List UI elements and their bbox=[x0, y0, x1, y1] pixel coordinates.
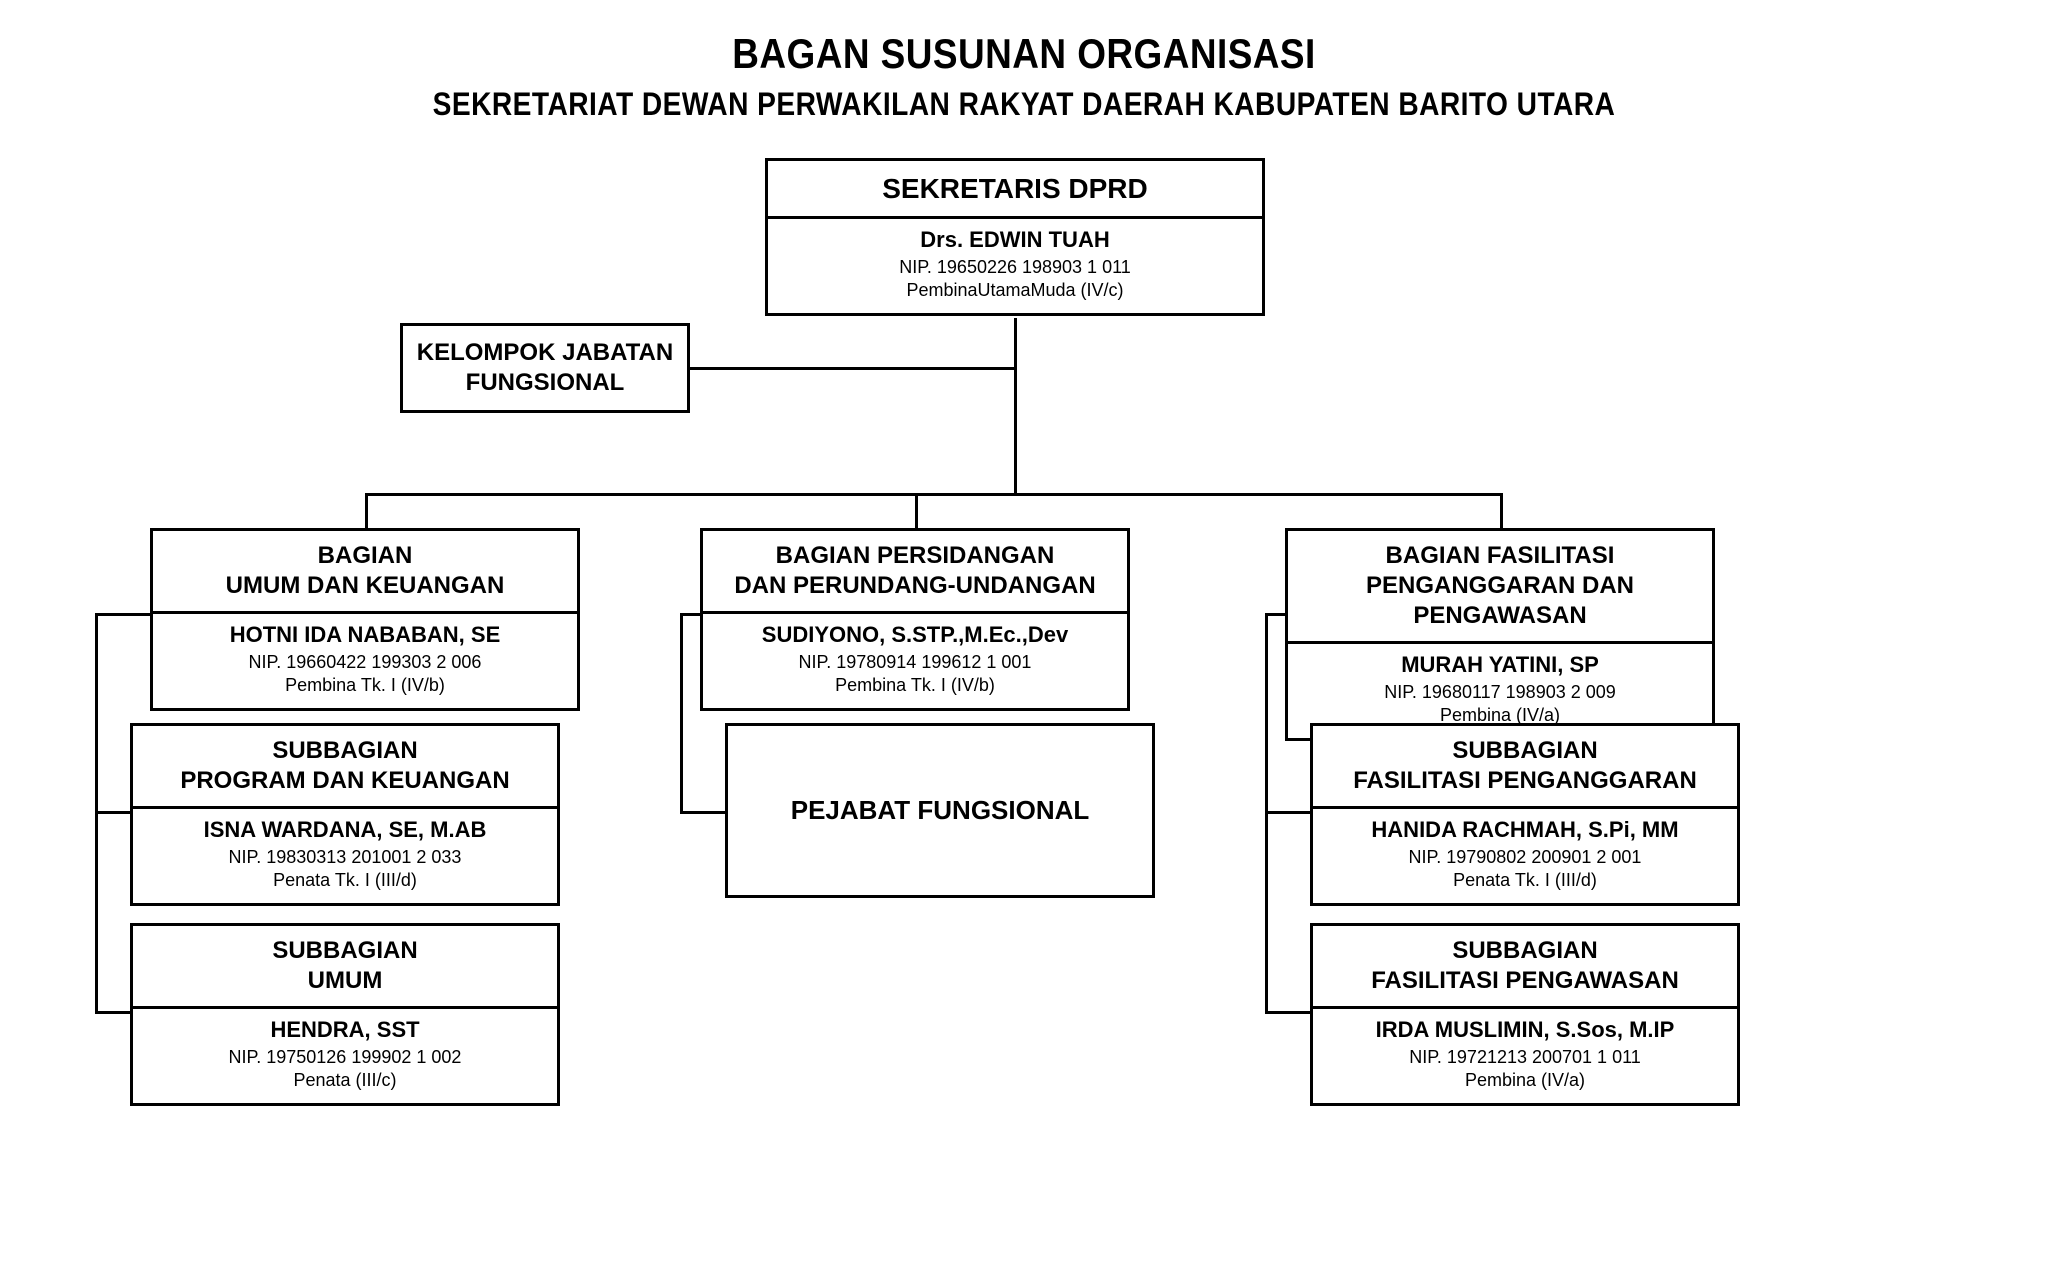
person-nip: NIP. 19750126 199902 1 002 bbox=[141, 1047, 549, 1068]
person-nip: NIP. 19830313 201001 2 033 bbox=[141, 847, 549, 868]
node-subbagian-program-keuangan: SUBBAGIAN PROGRAM DAN KEUANGAN ISNA WARD… bbox=[130, 723, 560, 906]
person-name: HOTNI IDA NABABAN, SE bbox=[161, 622, 569, 648]
node-title-line1: BAGIAN PERSIDANGAN bbox=[711, 541, 1119, 571]
person-nip: NIP. 19680117 198903 2 009 bbox=[1296, 682, 1704, 703]
node-bagian-persidangan: BAGIAN PERSIDANGAN DAN PERUNDANG-UNDANGA… bbox=[700, 528, 1130, 711]
node-title-line2: PROGRAM DAN KEUANGAN bbox=[141, 766, 549, 796]
person-nip: NIP. 19790802 200901 2 001 bbox=[1321, 847, 1729, 868]
edge bbox=[365, 493, 368, 528]
node-title-line2: FASILITASI PENGAWASAN bbox=[1321, 966, 1729, 996]
label-line1: KELOMPOK JABATAN bbox=[417, 338, 673, 368]
node-title-line1: BAGIAN bbox=[161, 541, 569, 571]
person-rank: Pembina (IV/a) bbox=[1321, 1070, 1729, 1091]
person-name: HENDRA, SST bbox=[141, 1017, 549, 1043]
edge bbox=[1265, 613, 1285, 616]
node-title-line1: BAGIAN FASILITASI bbox=[1296, 541, 1704, 571]
person-name: IRDA MUSLIMIN, S.Sos, M.IP bbox=[1321, 1017, 1729, 1043]
edge bbox=[95, 1011, 130, 1014]
person-rank: PembinaUtamaMuda (IV/c) bbox=[776, 280, 1254, 301]
node-kelompok-fungsional: KELOMPOK JABATAN FUNGSIONAL bbox=[400, 323, 690, 413]
node-title-line2: FASILITASI PENGANGGARAN bbox=[1321, 766, 1729, 796]
node-sekretaris-dprd: SEKRETARIS DPRD Drs. EDWIN TUAH NIP. 196… bbox=[765, 158, 1265, 316]
edge bbox=[1500, 493, 1503, 528]
person-rank: Penata Tk. I (III/d) bbox=[1321, 870, 1729, 891]
person-nip: NIP. 19721213 200701 1 011 bbox=[1321, 1047, 1729, 1068]
person-rank: Pembina Tk. I (IV/b) bbox=[711, 675, 1119, 696]
person-name: HANIDA RACHMAH, S.Pi, MM bbox=[1321, 817, 1729, 843]
node-title-line2: UMUM bbox=[141, 966, 549, 996]
person-rank: Pembina Tk. I (IV/b) bbox=[161, 675, 569, 696]
node-title-line1: SUBBAGIAN bbox=[141, 936, 549, 966]
node-bagian-umum-keuangan: BAGIAN UMUM DAN KEUANGAN HOTNI IDA NABAB… bbox=[150, 528, 580, 711]
node-subbagian-fasilitasi-pengawasan: SUBBAGIAN FASILITASI PENGAWASAN IRDA MUS… bbox=[1310, 923, 1740, 1106]
edge bbox=[680, 811, 725, 814]
person-nip: NIP. 19780914 199612 1 001 bbox=[711, 652, 1119, 673]
person-rank: Penata Tk. I (III/d) bbox=[141, 870, 549, 891]
person-name: MURAH YATINI, SP bbox=[1296, 652, 1704, 678]
node-bagian-fasilitasi: BAGIAN FASILITASI PENGANGGARAN DAN PENGA… bbox=[1285, 528, 1715, 741]
node-title-line1: SUBBAGIAN bbox=[141, 736, 549, 766]
node-pejabat-fungsional: PEJABAT FUNGSIONAL bbox=[725, 723, 1155, 898]
label: PEJABAT FUNGSIONAL bbox=[791, 794, 1090, 827]
edge bbox=[915, 493, 918, 528]
org-chart-canvas: SEKRETARIS DPRD Drs. EDWIN TUAH NIP. 196… bbox=[0, 123, 2048, 1223]
title-main: BAGAN SUSUNAN ORGANISASI bbox=[123, 30, 1925, 78]
person-name: Drs. EDWIN TUAH bbox=[776, 227, 1254, 253]
person-nip: NIP. 19650226 198903 1 011 bbox=[776, 257, 1254, 278]
edge bbox=[690, 367, 1015, 370]
edge bbox=[1265, 1011, 1310, 1014]
title-sub: SEKRETARIAT DEWAN PERWAKILAN RAKYAT DAER… bbox=[123, 86, 1925, 123]
node-title-line2: UMUM DAN KEUANGAN bbox=[161, 571, 569, 601]
edge bbox=[1014, 318, 1017, 493]
edge bbox=[680, 613, 700, 616]
node-title-line1: SUBBAGIAN bbox=[1321, 936, 1729, 966]
node-title-line1: SUBBAGIAN bbox=[1321, 736, 1729, 766]
edge bbox=[680, 613, 683, 813]
person-name: ISNA WARDANA, SE, M.AB bbox=[141, 817, 549, 843]
node-title: SEKRETARIS DPRD bbox=[882, 173, 1148, 204]
person-name: SUDIYONO, S.STP.,M.Ec.,Dev bbox=[711, 622, 1119, 648]
edge bbox=[365, 493, 1501, 496]
edge bbox=[95, 811, 130, 814]
person-rank: Penata (III/c) bbox=[141, 1070, 549, 1091]
edge bbox=[95, 613, 150, 616]
person-nip: NIP. 19660422 199303 2 006 bbox=[161, 652, 569, 673]
edge bbox=[1265, 811, 1310, 814]
node-subbagian-umum: SUBBAGIAN UMUM HENDRA, SST NIP. 19750126… bbox=[130, 923, 560, 1106]
node-title-line2: DAN PERUNDANG-UNDANGAN bbox=[711, 571, 1119, 601]
node-subbagian-fasilitasi-penganggaran: SUBBAGIAN FASILITASI PENGANGGARAN HANIDA… bbox=[1310, 723, 1740, 906]
node-title-line2: PENGANGGARAN DAN PENGAWASAN bbox=[1296, 571, 1704, 631]
label-line2: FUNGSIONAL bbox=[417, 368, 673, 398]
